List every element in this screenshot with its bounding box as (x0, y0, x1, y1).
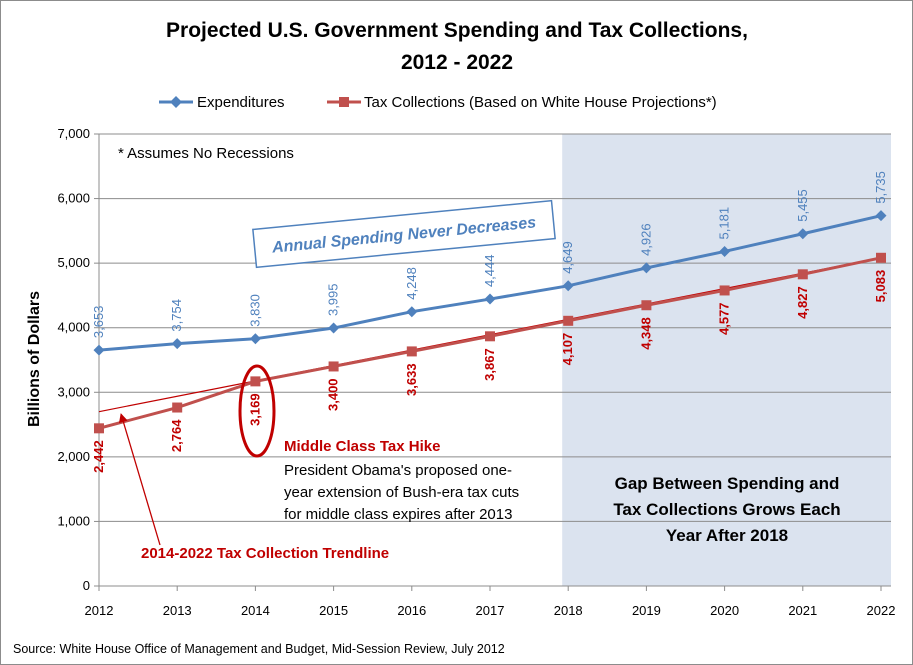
gap-text-line-1: Gap Between Spending and (615, 474, 840, 493)
y-tick-label: 6,000 (57, 191, 90, 206)
tax-hike-heading: Middle Class Tax Hike (284, 438, 440, 455)
expenditures-point (484, 293, 496, 305)
y-tick-label: 7,000 (57, 126, 90, 141)
x-tick-label: 2014 (241, 603, 270, 618)
expenditures-data-label: 5,181 (717, 207, 732, 240)
expenditures-data-label: 5,455 (795, 189, 810, 222)
series-layer (93, 210, 887, 434)
x-tick-label: 2016 (397, 603, 426, 618)
legend-tax-marker (339, 97, 349, 107)
legend-tax-label: Tax Collections (Based on White House Pr… (364, 94, 717, 111)
x-tick-label: 2022 (867, 603, 896, 618)
y-axis-label: Billions of Dollars (26, 291, 43, 427)
tax-collections-data-label: 4,827 (795, 286, 810, 319)
expenditures-data-label: 3,995 (326, 283, 341, 316)
expenditures-point (875, 210, 887, 222)
legend-expenditures-label: Expenditures (197, 94, 285, 111)
tax-collections-data-label: 3,633 (404, 363, 419, 396)
tax-hike-line-1: President Obama's proposed one- (284, 462, 512, 479)
tax-collections-point (172, 402, 183, 413)
tax-collections-point (94, 423, 104, 434)
x-tick-label: 2018 (554, 603, 583, 618)
tax-collections-data-label: 3,867 (482, 348, 497, 381)
tax-collections-point (719, 285, 730, 296)
expenditures-data-label: 3,830 (247, 294, 262, 327)
gap-text-line-2: Tax Collections Grows Each (613, 500, 840, 519)
tax-collections-point (406, 346, 417, 357)
expenditures-point (406, 306, 418, 318)
expenditures-point (171, 338, 183, 350)
expenditures-point (249, 333, 261, 345)
tax-hike-highlight-ellipse (238, 364, 276, 458)
x-tick-label: 2012 (85, 603, 114, 618)
tax-collections-data-label: 5,083 (873, 270, 888, 303)
tax-collections-data-label: 2,442 (91, 440, 106, 473)
y-tick-label: 2,000 (57, 449, 90, 464)
spending-callout: Annual Spending Never Decreases (252, 199, 556, 269)
expenditures-point (797, 228, 809, 240)
tax-collections-data-label: 2,764 (169, 419, 184, 452)
trendline-label: 2014-2022 Tax Collection Trendline (141, 545, 389, 562)
tax-collections-data-label: 3,169 (247, 393, 262, 426)
tax-hike-line-2: year extension of Bush-era tax cuts (284, 484, 519, 501)
tax-collections-point (485, 331, 495, 342)
tax-collections-data-label: 4,107 (560, 333, 575, 366)
y-tick-label: 4,000 (57, 320, 90, 335)
tax-collections-point (328, 361, 339, 372)
tax-collections-point (250, 376, 261, 387)
expenditures-data-label: 3,754 (169, 299, 184, 332)
tax-collections-point (641, 300, 652, 311)
x-tick-label: 2020 (710, 603, 739, 618)
legend: Expenditures Tax Collections (Based on W… (159, 94, 717, 111)
expenditures-data-label: 5,735 (873, 171, 888, 204)
x-tick-label: 2019 (632, 603, 661, 618)
y-tick-label: 3,000 (57, 384, 90, 399)
expenditures-data-label: 4,649 (560, 241, 575, 274)
x-tick-label: 2013 (163, 603, 192, 618)
expenditures-point (328, 322, 340, 334)
tax-collections-data-label: 4,577 (717, 302, 732, 335)
tax-hike-line-3: for middle class expires after 2013 (284, 506, 512, 523)
x-tick-label: 2015 (319, 603, 348, 618)
expenditures-data-label: 3,653 (91, 306, 106, 339)
expenditures-data-label: 4,926 (638, 223, 653, 256)
tax-collections-data-label: 3,400 (326, 378, 341, 411)
spending-callout-box (252, 199, 556, 269)
tax-collections-data-label: 4,348 (638, 317, 653, 350)
tax-collections-point (797, 269, 808, 280)
assumption-note: * Assumes No Recessions (118, 145, 294, 162)
chart-title-line1: Projected U.S. Government Spending and T… (166, 19, 748, 42)
expenditures-point (562, 280, 574, 292)
expenditures-data-label: 4,248 (404, 267, 419, 300)
expenditures-data-label: 4,444 (482, 254, 497, 287)
expenditures-point (719, 245, 731, 257)
tax-collections-point (563, 315, 574, 326)
expenditures-point (93, 344, 105, 356)
source-note: Source: White House Office of Management… (13, 642, 505, 656)
axis-layer: 0 1,000 2,000 3,000 4,000 5,000 6,000 7,000 2012… (57, 126, 895, 618)
grid-layer (99, 133, 891, 522)
y-tick-label: 1,000 (57, 513, 90, 528)
x-tick-label: 2017 (476, 603, 505, 618)
gap-region-shade (562, 134, 891, 586)
y-tick-label: 5,000 (57, 255, 90, 270)
trendline-pointer-arrow (118, 413, 161, 546)
legend-expenditures-marker (170, 96, 182, 108)
data-label-layer: 3,653 3,754 3,830 3,995 4,248 4,444 4,649 4,926… (91, 171, 888, 473)
chart-title-line2: 2012 - 2022 (401, 51, 513, 74)
gap-text-line-3: Year After 2018 (666, 526, 788, 545)
expenditures-point (640, 262, 652, 274)
x-tick-label: 2021 (788, 603, 817, 618)
y-tick-label: 0 (83, 578, 90, 593)
tax-collections-point (876, 252, 886, 263)
